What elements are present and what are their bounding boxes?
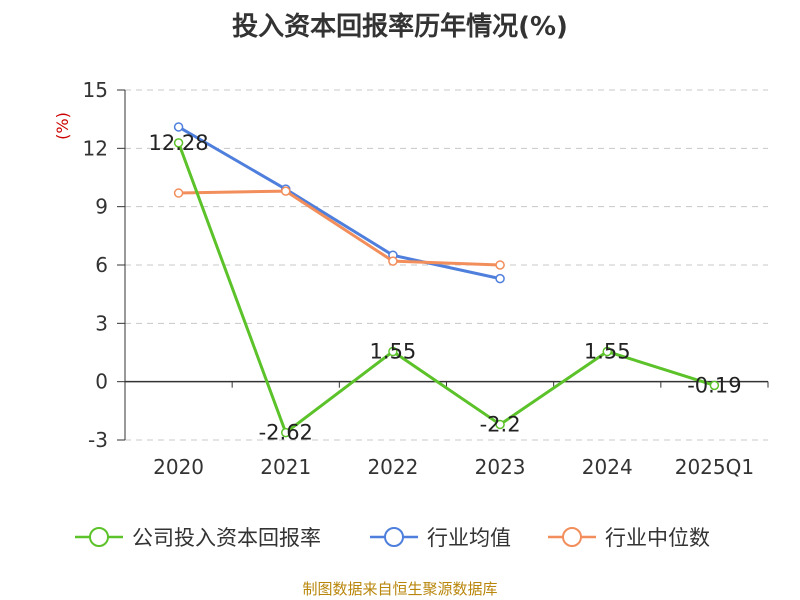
legend-label: 行业均值 xyxy=(427,526,511,550)
series-line-1 xyxy=(177,125,501,281)
legend-swatch-marker xyxy=(384,527,404,547)
legend: 公司投入资本回报率 行业均值 行业中位数 xyxy=(75,526,710,550)
y-tick-label: 12 xyxy=(83,136,108,160)
x-tick-label: 2023 xyxy=(475,455,526,479)
data-point[interactable] xyxy=(281,186,291,196)
data-label: 1.55 xyxy=(584,340,631,364)
axes: 15 12 9 6 3 0 -3 2020 2021 2022 2023 2024 2025Q1 (%) xyxy=(53,78,769,479)
series-line-0 xyxy=(177,142,715,435)
data-point[interactable] xyxy=(173,122,184,132)
data-point[interactable] xyxy=(173,188,184,198)
data-labels: 12.28 -2.62 1.55 -2.2 1.55 -0.19 xyxy=(149,131,742,445)
source-note: 制图数据来自恒生聚源数据库 xyxy=(302,580,498,598)
data-point[interactable] xyxy=(388,346,398,357)
x-tick-label: 2020 xyxy=(153,455,204,479)
data-point[interactable] xyxy=(281,427,291,438)
data-point[interactable] xyxy=(495,419,505,430)
data-label: -2.2 xyxy=(480,412,521,436)
y-tick-label: 3 xyxy=(95,311,108,335)
data-label: 12.28 xyxy=(149,131,209,155)
chart-title: 投入资本回报率历年情况(%) xyxy=(232,12,568,42)
y-tick-label: -3 xyxy=(88,428,108,452)
y-tick-label: 6 xyxy=(95,253,108,277)
data-label: -0.19 xyxy=(687,373,741,397)
y-axis-unit-label: (%) xyxy=(53,112,72,140)
series-line-2 xyxy=(178,189,501,267)
data-point[interactable] xyxy=(602,346,612,357)
x-tick-label: 2021 xyxy=(260,455,311,479)
legend-label: 公司投入资本回报率 xyxy=(132,526,321,550)
data-point[interactable] xyxy=(709,380,720,391)
data-point[interactable] xyxy=(173,138,184,148)
x-tick-label: 2025Q1 xyxy=(675,455,754,479)
data-point[interactable] xyxy=(388,256,398,266)
x-tick-label: 2022 xyxy=(367,455,418,479)
data-point[interactable] xyxy=(495,273,505,284)
data-label: 1.55 xyxy=(370,340,417,364)
data-point[interactable] xyxy=(495,260,505,270)
y-tick-label: 15 xyxy=(83,78,108,102)
series xyxy=(173,122,720,438)
legend-swatch-marker xyxy=(562,527,582,547)
legend-item-2[interactable]: 行业中位数 xyxy=(548,526,710,550)
x-tick-label: 2024 xyxy=(582,455,633,479)
y-tick-label: 0 xyxy=(95,370,108,394)
legend-swatch-marker xyxy=(89,527,109,547)
y-tick-label: 9 xyxy=(95,195,108,219)
legend-item-0[interactable]: 公司投入资本回报率 xyxy=(75,526,321,550)
legend-item-1[interactable]: 行业均值 xyxy=(370,526,511,550)
grid-lines xyxy=(125,89,768,441)
legend-label: 行业中位数 xyxy=(605,526,710,550)
data-label: -2.62 xyxy=(259,421,313,445)
